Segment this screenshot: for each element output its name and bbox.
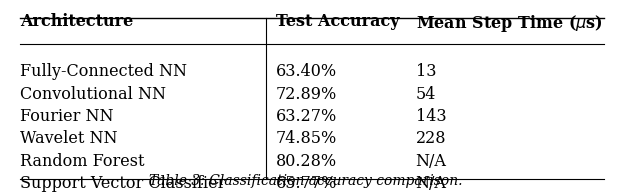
Text: 74.85%: 74.85% bbox=[275, 130, 337, 147]
Text: 80.28%: 80.28% bbox=[275, 153, 337, 170]
Text: 228: 228 bbox=[415, 130, 446, 147]
Text: Convolutional NN: Convolutional NN bbox=[20, 86, 166, 103]
Text: N/A: N/A bbox=[415, 153, 447, 170]
Text: N/A: N/A bbox=[415, 175, 447, 192]
Text: Table 3: Classification accuracy comparison.: Table 3: Classification accuracy compari… bbox=[149, 174, 463, 188]
Text: Test Accuracy: Test Accuracy bbox=[275, 13, 399, 30]
Text: Architecture: Architecture bbox=[20, 13, 133, 30]
Text: Support Vector Classifier: Support Vector Classifier bbox=[20, 175, 225, 192]
Text: 65.77%: 65.77% bbox=[275, 175, 337, 192]
Text: 143: 143 bbox=[415, 108, 446, 125]
Text: Fourier NN: Fourier NN bbox=[20, 108, 113, 125]
Text: Wavelet NN: Wavelet NN bbox=[20, 130, 117, 147]
Text: 54: 54 bbox=[415, 86, 436, 103]
Text: Mean Step Time ($\mu$s): Mean Step Time ($\mu$s) bbox=[415, 13, 602, 34]
Text: Random Forest: Random Forest bbox=[20, 153, 144, 170]
Text: 63.27%: 63.27% bbox=[275, 108, 337, 125]
Text: 63.40%: 63.40% bbox=[275, 63, 337, 80]
Text: Fully-Connected NN: Fully-Connected NN bbox=[20, 63, 187, 80]
Text: 13: 13 bbox=[415, 63, 436, 80]
Text: 72.89%: 72.89% bbox=[275, 86, 337, 103]
